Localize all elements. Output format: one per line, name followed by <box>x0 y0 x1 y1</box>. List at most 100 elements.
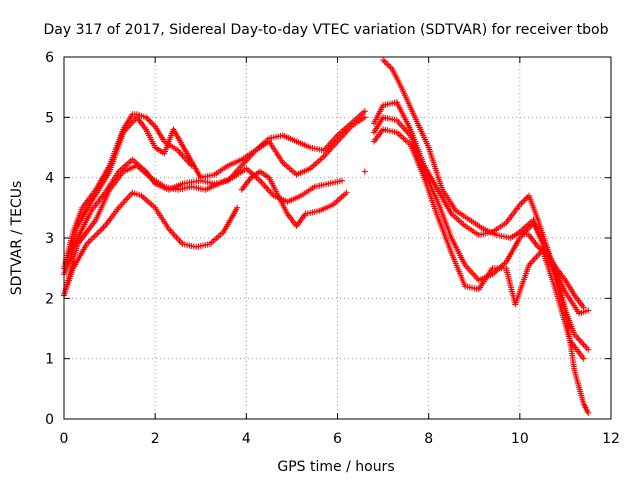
data-point-run <box>448 250 468 288</box>
data-point-run <box>307 155 326 172</box>
data-point-run <box>389 66 404 89</box>
data-point-run <box>571 331 590 351</box>
data-point-run <box>74 218 98 247</box>
data-point-run <box>507 230 521 241</box>
data-point-run <box>562 289 581 315</box>
data-point-run <box>466 216 485 231</box>
data-point-run <box>334 121 353 139</box>
x-tick-label: 4 <box>242 431 251 447</box>
data-point-run <box>371 128 385 145</box>
series-track-h <box>371 99 592 317</box>
data-point-run <box>120 163 138 175</box>
data-point-run <box>152 204 171 230</box>
data-point-run <box>293 138 312 150</box>
data-point-run <box>143 126 158 149</box>
data-point-run <box>279 159 298 177</box>
data-point-run <box>102 170 121 196</box>
series-track-j <box>371 126 587 362</box>
data-point-run <box>247 169 262 181</box>
data-point-run <box>475 267 495 293</box>
data-point-run <box>462 222 480 237</box>
data-point-run <box>179 241 197 250</box>
data-point-run <box>434 198 454 239</box>
data-point-run <box>79 188 98 211</box>
x-tick-label: 8 <box>424 431 433 447</box>
data-point-run <box>320 134 339 154</box>
data-point-run <box>302 208 320 217</box>
data-point-run <box>106 131 126 175</box>
data-point-run <box>88 170 112 205</box>
data-point-run <box>275 192 290 215</box>
data-point-run <box>407 141 427 179</box>
y-tick-label: 0 <box>45 412 54 428</box>
data-point-run <box>279 132 298 144</box>
series-track-g <box>380 57 587 311</box>
data-point-run <box>266 174 281 197</box>
x-tick-label: 6 <box>333 431 342 447</box>
data-point-run <box>102 206 121 229</box>
data-point-run <box>580 400 591 415</box>
data-point-run <box>526 192 541 221</box>
data-point-run <box>448 210 467 228</box>
x-tick-label: 2 <box>151 431 160 447</box>
data-point-run <box>106 170 125 193</box>
data-point-run <box>526 248 545 269</box>
data-point-run <box>74 200 94 229</box>
data-point-run <box>380 57 394 71</box>
series-track-c <box>61 114 368 278</box>
data-point-run <box>334 125 353 145</box>
chart-title: Day 317 of 2017, Sidereal Day-to-day VTE… <box>43 22 608 38</box>
data-point <box>234 204 241 211</box>
series-track-f <box>238 168 350 229</box>
data-point-run <box>147 174 166 189</box>
data-point-run <box>448 235 468 267</box>
data-point-run <box>138 192 157 210</box>
data-point-run <box>380 126 398 135</box>
data-point-run <box>88 191 107 214</box>
data-point-run <box>266 138 285 164</box>
data-point-run <box>143 114 157 128</box>
data-point-run <box>512 264 532 308</box>
data-point-run <box>238 149 257 169</box>
data-point-run <box>175 147 194 167</box>
data-point <box>361 114 368 121</box>
data-point-run <box>325 178 343 187</box>
data-point-run <box>252 139 271 154</box>
data-point-run <box>576 308 589 317</box>
data-point <box>361 168 368 175</box>
data-point <box>339 177 346 184</box>
data-point-run <box>184 150 203 179</box>
data-point-run <box>133 162 152 180</box>
y-axis-label: SDTVAR / TECUs <box>9 181 25 296</box>
data-point-run <box>503 236 522 266</box>
data-point-run <box>188 183 206 193</box>
y-tick-label: 3 <box>45 231 54 247</box>
y-tick-label: 2 <box>45 291 54 307</box>
data-point-run <box>152 123 167 143</box>
data-point-run <box>462 262 481 282</box>
data-point-run <box>238 176 253 193</box>
series-track-e <box>61 189 241 299</box>
data-point-run <box>329 191 348 208</box>
data-point-run <box>348 115 366 130</box>
data-point-run <box>503 265 518 306</box>
data-point-run <box>489 221 508 235</box>
data-points <box>61 57 592 416</box>
y-tick-label: 5 <box>45 110 54 126</box>
data-point-run <box>298 185 316 199</box>
y-tick-label: 4 <box>45 171 54 187</box>
x-axis-label: GPS time / hours <box>277 459 394 475</box>
data-point <box>585 409 592 416</box>
data-point <box>585 307 592 314</box>
data-point <box>580 355 587 362</box>
plot-frame <box>63 56 612 420</box>
data-point-run <box>571 367 587 405</box>
data-point-run <box>544 253 559 276</box>
data-point-run <box>393 117 412 137</box>
series-isolated-point <box>361 168 368 175</box>
data-point-run <box>393 129 412 146</box>
x-tick-label: 12 <box>602 431 620 447</box>
data-point-run <box>152 144 166 156</box>
